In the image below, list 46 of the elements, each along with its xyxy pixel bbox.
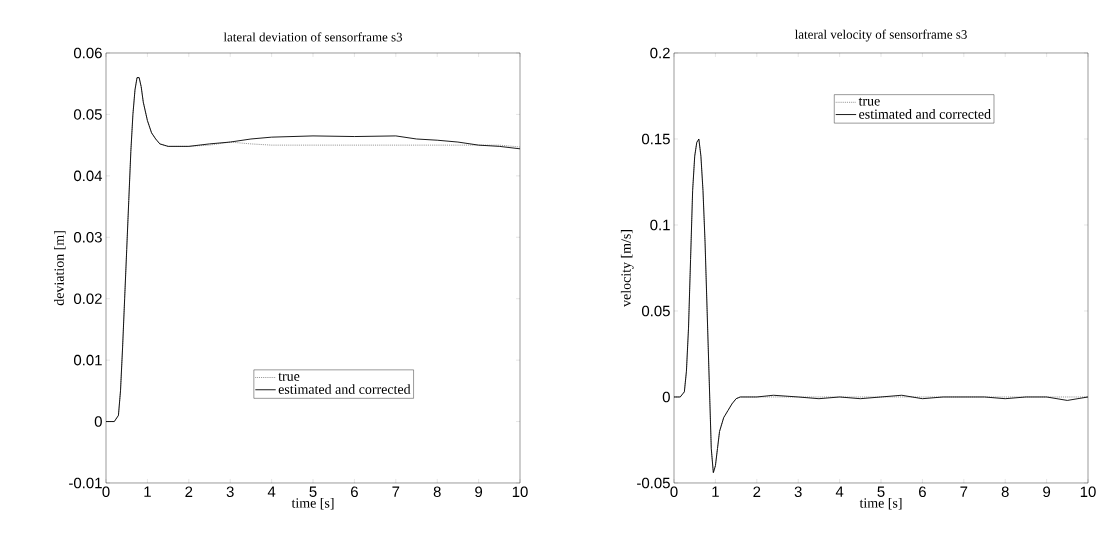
x-tick-label: 9 <box>1043 486 1051 498</box>
x-tick-label: 3 <box>226 486 234 498</box>
x-tick-label: 1 <box>144 486 151 497</box>
y-tick-label: 0 <box>94 416 102 427</box>
x-tick-label: 6 <box>919 486 926 498</box>
x-tick-label: 5 <box>877 486 885 497</box>
x-tick-label: 3 <box>794 486 802 498</box>
x-tick-label: 7 <box>960 486 968 497</box>
x-axis-title: time [s] <box>291 497 334 510</box>
x-tick-label: 1 <box>712 486 719 497</box>
x-tick-label: 0 <box>670 486 678 498</box>
legend-label: true <box>278 372 300 381</box>
y-tick-label: 0.01 <box>73 354 102 366</box>
x-tick-label: 8 <box>433 486 441 498</box>
x-tick-label: 8 <box>1001 486 1009 498</box>
x-tick-label: 10 <box>1080 486 1096 498</box>
y-tick-label: 0.02 <box>73 293 102 304</box>
x-tick-label: 0 <box>102 486 110 498</box>
legend-label: estimated and corrected <box>859 108 991 119</box>
x-tick-label: 10 <box>512 486 528 498</box>
x-tick-label: 2 <box>753 486 761 497</box>
legend-label: true <box>858 97 880 106</box>
x-tick-label: 5 <box>309 486 317 497</box>
y-tick-label: 0.04 <box>73 170 103 182</box>
chart-title: lateral deviation of sensorframe s3 <box>223 32 403 42</box>
x-tick-label: 6 <box>351 486 358 498</box>
y-axis-title: deviation [m] <box>54 231 66 306</box>
y-tick-label: 0.06 <box>73 47 102 59</box>
x-tick-label: 4 <box>267 486 276 497</box>
y-tick-label: 0.2 <box>650 47 670 59</box>
x-axis-title: time [s] <box>859 497 902 510</box>
y-tick-label: -0.01 <box>69 477 102 489</box>
y-tick-label: 0.1 <box>650 219 670 231</box>
x-tick-label: 9 <box>475 486 483 498</box>
y-axis-title: velocity [m/s] <box>620 230 634 307</box>
y-tick-label: 0 <box>662 391 670 403</box>
x-tick-label: 2 <box>185 486 193 497</box>
y-tick-label: -0.05 <box>637 477 670 489</box>
legend-label: estimated and corrected <box>278 384 411 394</box>
x-tick-label: 7 <box>392 486 400 497</box>
y-tick-label: 0.05 <box>641 305 670 317</box>
chart-title: lateral velocity of sensorframe s3 <box>794 29 967 42</box>
x-tick-label: 4 <box>835 486 844 497</box>
y-tick-label: 0.15 <box>641 133 670 145</box>
y-tick-label: 0.03 <box>73 231 102 243</box>
y-tick-label: 0.05 <box>73 109 102 120</box>
